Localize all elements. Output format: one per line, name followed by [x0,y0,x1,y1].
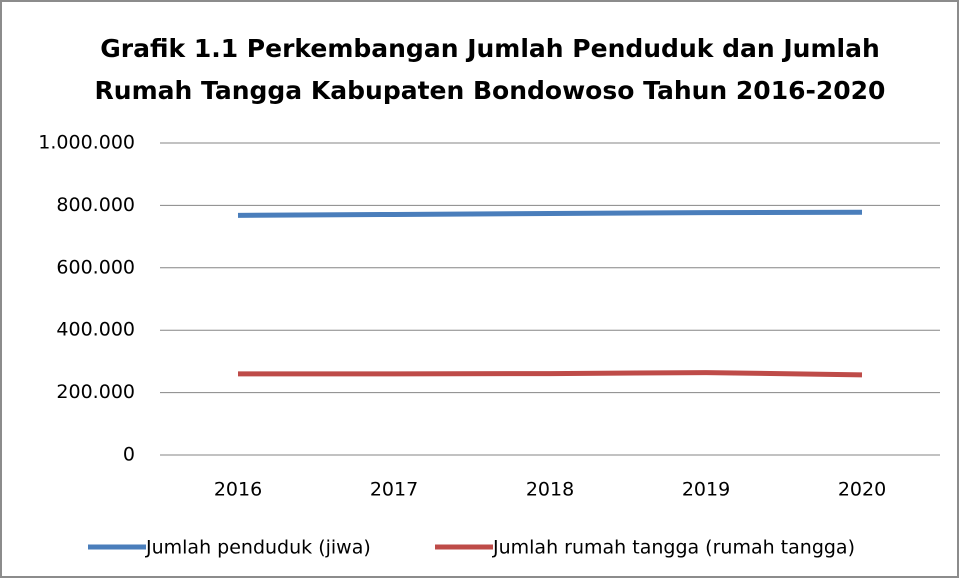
y-tick-label: 800.000 [56,194,135,216]
chart-title: Grafik 1.1 Perkembangan Jumlah Penduduk … [100,34,880,63]
y-tick-label: 200.000 [56,381,135,403]
y-tick-label: 600.000 [56,256,135,278]
legend-label: Jumlah penduduk (jiwa) [145,537,371,559]
line-series [237,209,863,218]
line-series [238,370,863,378]
x-tick-label: 2016 [214,479,262,501]
x-tick-label: 2019 [682,479,730,501]
chart-title: Rumah Tangga Kabupaten Bondowoso Tahun 2… [95,76,886,105]
y-tick-label: 0 [123,444,135,466]
y-tick-label: 400.000 [56,319,135,341]
x-tick-label: 2020 [838,479,886,501]
x-tick-label: 2018 [526,479,574,501]
y-tick-label: 1.000.000 [38,132,135,154]
legend-label: Jumlah rumah tangga (rumah tangga) [492,537,855,559]
x-tick-label: 2017 [370,479,418,501]
